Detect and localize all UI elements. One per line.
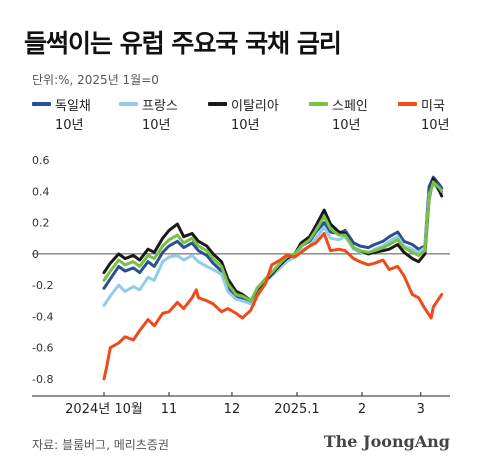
y-tick-label: 0.2 (32, 217, 50, 230)
legend-sublabel: 10년 (142, 118, 171, 133)
legend-sublabel: 10년 (231, 118, 260, 133)
legend-swatch (32, 102, 51, 106)
chart-series (102, 175, 444, 381)
y-tick-label: -0.6 (32, 342, 53, 355)
series-line-3 (102, 180, 444, 303)
source-note: 자료: 블룸버그, 메리츠증권 (32, 438, 169, 452)
y-tick-label: -0.2 (32, 279, 53, 292)
legend-label: 독일채 (55, 99, 91, 114)
legend: 독일채 10년 프랑스 10년 이탈리아 10년 스페인 10년 미국 10년 (32, 95, 462, 135)
legend-label: 스페인 (332, 99, 368, 114)
x-tick-label: 2024년 10월 (65, 402, 143, 417)
y-tick-label: -0.8 (32, 373, 53, 386)
x-tick-label: 12 (224, 402, 241, 417)
legend-swatch (119, 102, 138, 106)
y-tick-label: -0.4 (32, 310, 53, 323)
series-line-1 (102, 182, 444, 307)
x-tick-label: 2 (358, 402, 366, 417)
legend-sublabel: 10년 (332, 118, 361, 133)
y-tick-label: 0.6 (32, 154, 50, 167)
chart-title: 들썩이는 유럽 주요국 국채 금리 (24, 29, 342, 58)
legend-sublabel: 10년 (421, 118, 450, 133)
x-tick-label: 11 (161, 402, 178, 417)
x-tick-label: 3 (417, 402, 425, 417)
legend-label: 프랑스 (142, 99, 178, 114)
y-tick-label: 0.4 (32, 185, 50, 198)
legend-swatch (309, 102, 328, 106)
legend-swatch (398, 102, 417, 106)
series-line-4 (102, 232, 444, 381)
x-tick-label: 2025.1 (274, 402, 320, 417)
legend-swatch (208, 102, 227, 106)
legend-sublabel: 10년 (55, 118, 84, 133)
legend-label: 이탈리아 (231, 99, 279, 114)
publisher-logo: The JoongAng (323, 432, 450, 451)
legend-label: 미국 (421, 99, 445, 114)
chart-subtitle: 단위:%, 2025년 1월=0 (32, 73, 159, 87)
